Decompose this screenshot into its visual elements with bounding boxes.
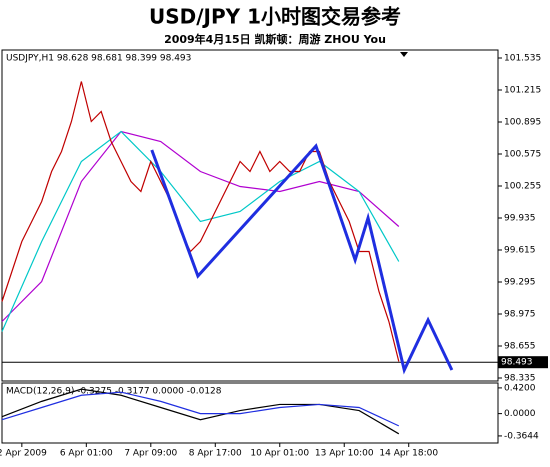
y-tick-label: 100.895 [504,118,541,128]
y-tick-label: 101.215 [504,86,541,96]
x-tick-label: 6 Apr 01:00 [60,449,113,459]
shift-marker [400,52,408,57]
y-tick-label: 99.295 [504,278,536,288]
series-line [1,391,400,427]
series-line [1,130,400,332]
series-line [1,81,400,362]
price-panel [1,49,499,382]
x-tick-label: 10 Apr 01:00 [250,449,309,459]
y-tick-label: 100.255 [504,182,541,192]
price-label: USDJPY,H1 98.628 98.681 98.399 98.493 [6,54,191,64]
x-tick-label: 8 Apr 17:00 [189,449,242,459]
y-tick-label: 98.655 [504,342,536,352]
series-line [1,130,400,322]
y-tick-label: 100.575 [504,150,541,160]
y-tick-label: 101.535 [504,54,541,64]
last-price-box [498,356,548,369]
x-tick-label: 13 Apr 10:00 [315,449,374,459]
macd-panel [1,382,499,444]
y-tick-label: 99.935 [504,214,536,224]
y-tick-label: 0.4200 [504,383,536,393]
series-line [1,388,400,435]
x-tick-label: 14 Apr 18:00 [379,449,438,459]
x-tick-label: 7 Apr 09:00 [124,449,177,459]
x-tick-label: 2 Apr 2009 [0,449,47,459]
y-tick-label: 99.615 [504,246,536,256]
macd-label: MACD(12,26,9) -0.3275 -0.3177 0.0000 -0.… [6,387,222,397]
chart-title: USD/JPY 1小时图交易参考 [149,5,401,29]
chart-subtitle: 2009年4月15日 凯斯顿：周游 ZHOU You [164,32,386,46]
y-tick-label: 98.335 [504,374,536,384]
y-tick-label: -0.3644 [504,431,539,441]
y-tick-label: 98.975 [504,310,536,320]
last-price-label: 98.493 [501,358,533,368]
series-line [150,143,454,375]
y-tick-label: 0.0000 [504,409,536,419]
